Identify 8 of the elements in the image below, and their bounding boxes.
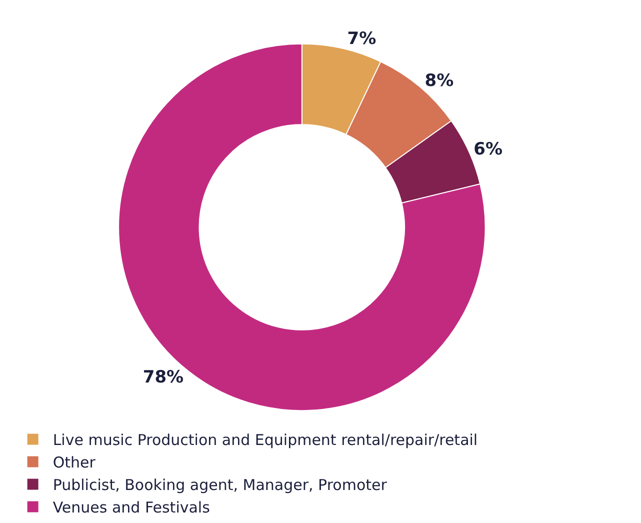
legend-label: Live music Production and Equipment rental/repair/retail <box>52 431 478 450</box>
data-label: 7% <box>347 28 376 49</box>
data-label: 6% <box>474 139 503 160</box>
legend-label: Other <box>52 454 96 472</box>
data-label: 8% <box>424 70 454 91</box>
legend-label: Publicist, Booking agent, Manager, Promoter <box>52 476 388 494</box>
data-label: 78% <box>142 368 184 388</box>
legend-label: Venues and Festivals <box>52 498 210 517</box>
